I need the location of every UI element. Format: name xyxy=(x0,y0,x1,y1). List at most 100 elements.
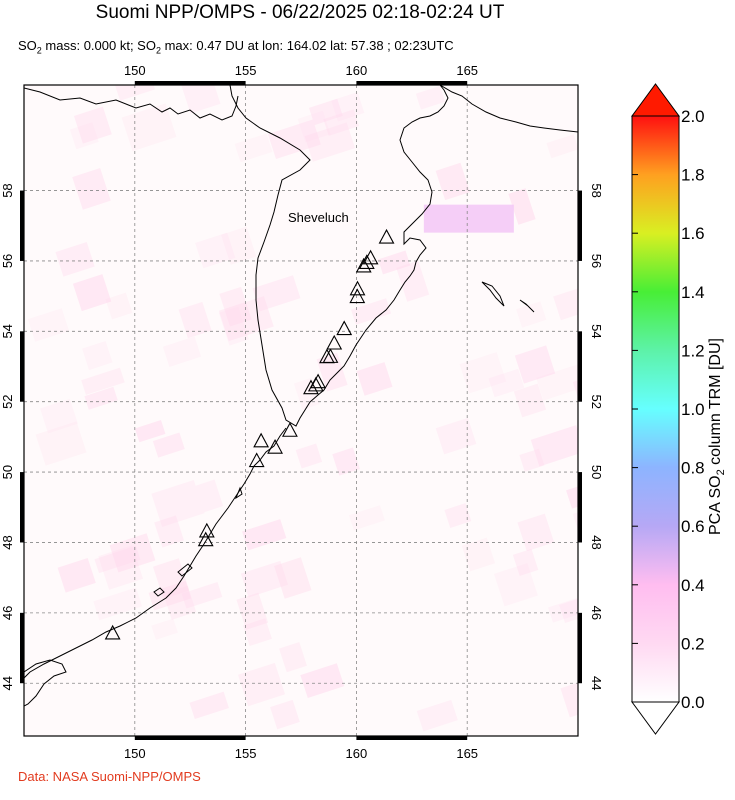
map-frame xyxy=(23,84,579,737)
so2-pixel xyxy=(221,226,257,265)
so2-pixel xyxy=(274,557,312,599)
so2-pixel xyxy=(151,618,178,640)
colorbar-tick-label: 2.0 xyxy=(681,107,705,126)
so2-pixel xyxy=(240,560,289,598)
so2-pixel xyxy=(81,367,125,395)
frame-bar-bottom xyxy=(134,736,246,740)
lat-tick-label-right: 46 xyxy=(589,606,604,620)
so2-pixel xyxy=(195,232,236,269)
so2-pixel xyxy=(356,362,393,396)
so2-pixel xyxy=(93,587,143,621)
frame-bar-right xyxy=(578,331,582,402)
colorbar-tick-label: 1.6 xyxy=(681,224,705,243)
so2-pixel xyxy=(163,585,197,620)
lat-tick-label-right: 50 xyxy=(589,465,604,479)
so2-pixel xyxy=(488,368,525,398)
so2-pixel xyxy=(444,503,472,528)
so2-pixel xyxy=(219,286,252,327)
so2-pixel xyxy=(152,432,185,458)
lat-tick-label-left: 46 xyxy=(0,606,15,620)
colorbar-max-arrow xyxy=(631,83,680,117)
colorbar-min-arrow xyxy=(631,701,680,735)
subtitle-max-sub: 2 xyxy=(155,45,161,56)
so2-pixel xyxy=(98,545,144,590)
lat-tick-label-right: 56 xyxy=(589,254,604,268)
so2-pixel xyxy=(234,133,273,163)
so2-pixel xyxy=(270,699,300,730)
so2-pixel xyxy=(297,110,331,143)
volcano-markers xyxy=(104,228,395,640)
kuril-island-small-1 xyxy=(234,486,243,500)
lon-tick-label-top: 165 xyxy=(456,63,478,78)
so2-pixel xyxy=(493,563,538,607)
subtitle-max-text: max: 0.47 DU at lon: 164.02 lat: 57.38 ;… xyxy=(160,38,454,53)
colorbar: 0.0 0.2 0.4 0.6 0.8 1.0 1.2 1.4 1.6 1.8 2.0 PCA SO… xyxy=(631,83,727,735)
so2-pixel xyxy=(73,106,112,144)
volcano-marker xyxy=(104,624,121,640)
so2-pixel xyxy=(152,558,190,600)
so2-pixel xyxy=(517,513,555,552)
so2-pixel xyxy=(309,98,343,126)
so2-pixel xyxy=(516,301,547,328)
lat-tick-label-left: 48 xyxy=(0,535,15,549)
so2-pixel xyxy=(459,352,507,394)
volcano-marker xyxy=(378,228,395,244)
lat-tick-label-right: 54 xyxy=(589,324,604,338)
graticule xyxy=(24,85,578,736)
lon-tick-label-bottom: 165 xyxy=(456,746,478,761)
subtitle-so-label: SO xyxy=(18,38,37,53)
colorbar-tick-label: 1.4 xyxy=(681,283,705,302)
so2-pixel xyxy=(304,122,356,162)
lon-tick-label-bottom: 150 xyxy=(124,746,146,761)
so2-pixel xyxy=(553,286,578,321)
so2-pixel xyxy=(121,103,177,152)
so2-pixel xyxy=(548,598,578,623)
subtitle-mass-text: mass: 0.000 kt; SO xyxy=(41,38,156,53)
so2-pixel xyxy=(348,505,385,531)
so2-pixel xyxy=(512,548,539,576)
so2-pixel xyxy=(178,301,212,339)
frame-bar-bottom xyxy=(356,736,468,740)
so2-pixel xyxy=(508,188,536,225)
so2-pixel xyxy=(218,306,249,346)
so2-pixel xyxy=(252,275,301,312)
so2-pixel xyxy=(134,420,166,443)
magadan-coast xyxy=(24,87,239,121)
frame-bar-left xyxy=(20,612,24,684)
lat-tick-label-right: 48 xyxy=(589,535,604,549)
so2-pixel xyxy=(148,580,192,611)
colorbar-tick-label: 0.8 xyxy=(681,459,705,478)
colorbar-tick-label: 1.0 xyxy=(681,400,705,419)
lat-tick-label-right: 44 xyxy=(589,676,604,690)
so2-pixel xyxy=(514,345,556,384)
so2-pixel xyxy=(530,425,578,467)
lat-tick-label-left: 56 xyxy=(0,254,15,268)
so2-pixel xyxy=(237,662,286,707)
so2-pixel xyxy=(72,274,112,312)
so2-pixel xyxy=(109,533,156,573)
so2-pixel xyxy=(154,515,184,548)
page-title: Suomi NPP/OMPS - 06/22/2025 02:18-02:24 … xyxy=(95,2,505,23)
volcano-marker xyxy=(355,257,372,273)
colorbar-tick-label: 1.2 xyxy=(681,341,705,360)
volcano-marker xyxy=(197,531,214,547)
so2-pixel xyxy=(279,642,307,673)
lon-tick-label-top: 160 xyxy=(346,63,368,78)
so2-pixel xyxy=(332,447,360,476)
kuril-islands xyxy=(24,427,287,679)
so2-pixel xyxy=(559,590,578,624)
volcano-marker xyxy=(248,452,265,468)
lat-tick-label-left: 50 xyxy=(0,465,15,479)
kuril-island-small-2 xyxy=(177,563,193,577)
so2-pixel xyxy=(295,443,323,469)
lat-tick-label-right: 52 xyxy=(589,394,604,408)
frame-bar-left xyxy=(20,472,24,543)
so2-pixel xyxy=(435,417,477,455)
frame-bar-left xyxy=(20,331,24,402)
subtitle: SO2 mass: 0.000 kt; SO2 max: 0.47 DU at … xyxy=(18,38,454,56)
lon-tick-label-top: 155 xyxy=(235,63,257,78)
so2-pixel xyxy=(378,250,411,275)
volcano-marker xyxy=(303,379,319,395)
so2-pixel xyxy=(519,448,545,472)
so2-pixel xyxy=(181,581,223,609)
